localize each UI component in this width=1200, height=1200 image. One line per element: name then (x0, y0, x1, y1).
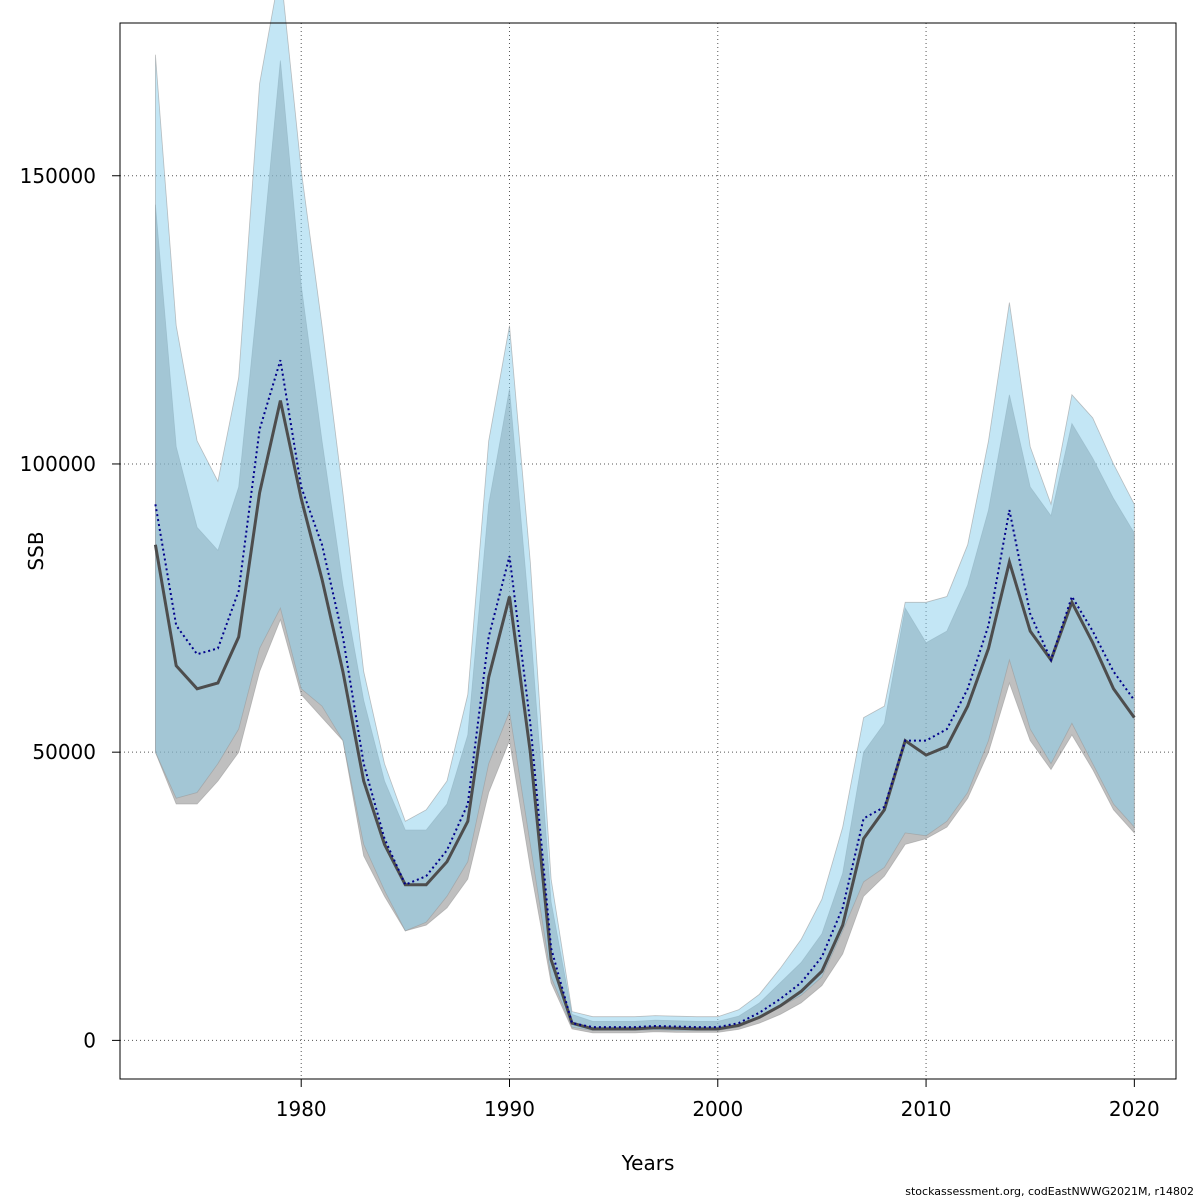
x-tick-label: 2020 (1109, 1097, 1160, 1121)
footer-caption: stockassessment.org, codEastNWWG2021M, r… (905, 1185, 1194, 1198)
estimate-line-series-1 (153, 400, 1136, 1031)
x-tick-label: 2000 (692, 1097, 743, 1121)
y-axis-title: SSB (24, 531, 48, 570)
x-tick-label: 1990 (484, 1097, 535, 1121)
estimate-line-series-2 (154, 359, 1136, 1029)
x-tick-label: 1980 (276, 1097, 327, 1121)
confidence-bands (155, 0, 1135, 1034)
y-tick-label: 100000 (20, 452, 96, 476)
estimate-lines (153, 359, 1136, 1031)
y-tick-label: 150000 (20, 164, 96, 188)
x-axis-title: Years (621, 1151, 675, 1175)
y-tick-label: 50000 (32, 740, 96, 764)
plot-frame (119, 22, 1177, 1080)
band-series-2 (155, 0, 1135, 1031)
y-axis-ticks: 0 50000 100000 150000 (20, 164, 120, 1052)
y-tick-label: 0 (83, 1028, 96, 1052)
x-tick-label: 2010 (901, 1097, 952, 1121)
x-axis-ticks: 1980 1990 2000 2010 2020 (276, 1079, 1160, 1121)
